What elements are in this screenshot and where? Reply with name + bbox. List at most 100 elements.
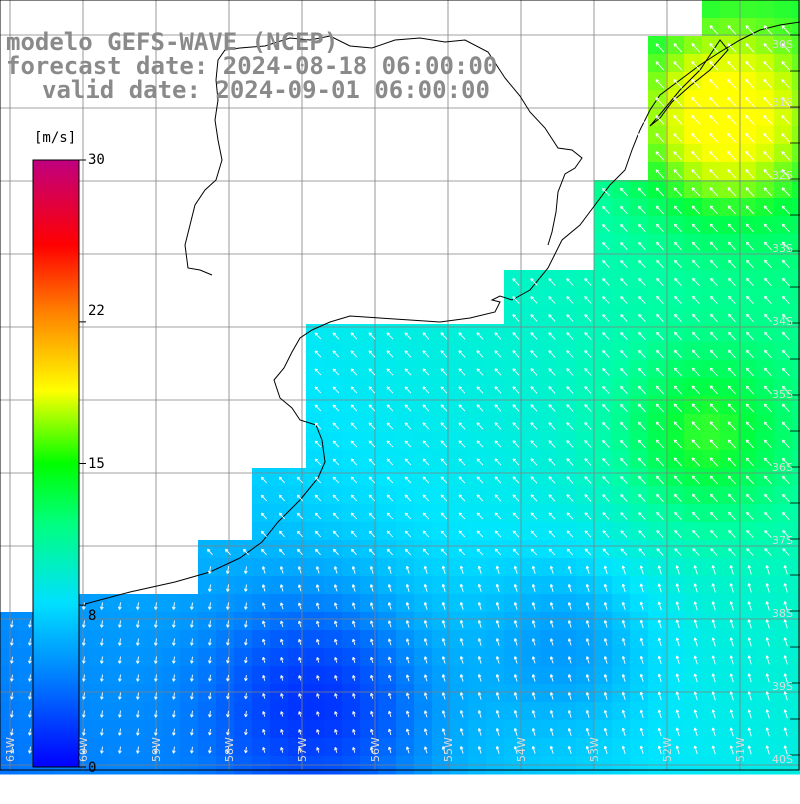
wind-arrow: [314, 530, 322, 538]
wind-arrow: [512, 314, 520, 322]
wind-arrow: [656, 295, 664, 305]
wind-arrow: [117, 656, 122, 664]
wind-arrow: [729, 655, 734, 665]
wind-arrow: [316, 711, 320, 717]
wind-arrow: [566, 422, 574, 430]
field-cell: [792, 486, 800, 505]
field-cell: [522, 576, 541, 595]
wind-arrow: [709, 78, 719, 90]
wind-arrow: [404, 530, 412, 538]
longitude-label: 58W: [223, 737, 236, 762]
field-cell: [450, 630, 469, 649]
wind-arrow: [566, 548, 574, 556]
wind-arrow: [261, 602, 266, 610]
wind-arrow: [727, 403, 737, 413]
wind-arrow: [350, 332, 358, 340]
wind-arrow: [765, 691, 770, 701]
wind-arrow: [368, 440, 376, 448]
field-cell: [108, 594, 127, 613]
field-cell: [630, 576, 649, 595]
wind-arrow: [441, 746, 446, 754]
field-cell: [558, 738, 577, 757]
field-cell: [504, 738, 523, 757]
wind-arrow: [729, 565, 734, 575]
wind-arrow: [262, 728, 266, 735]
field-cell: [432, 594, 451, 613]
wind-arrow: [727, 132, 737, 144]
field-cell: [180, 720, 199, 739]
wind-arrow: [692, 295, 700, 305]
field-cell: [234, 684, 253, 703]
colorbar-tick-15: 15: [88, 456, 105, 472]
wind-arrow: [655, 457, 665, 467]
wind-arrow: [729, 583, 734, 593]
wind-arrow: [208, 746, 212, 754]
wind-arrow: [423, 602, 428, 610]
field-cell: [414, 612, 433, 631]
field-cell: [558, 558, 577, 577]
wind-arrow: [693, 727, 698, 737]
wind-arrow: [368, 494, 376, 502]
wind-arrow: [584, 278, 592, 286]
wind-arrow: [423, 638, 428, 646]
wind-arrow: [566, 476, 574, 484]
field-cell: [108, 684, 127, 703]
field-cell: [414, 738, 433, 757]
wind-arrow: [279, 584, 284, 592]
wind-arrow: [673, 349, 682, 359]
field-cell: [198, 594, 217, 613]
wind-arrow: [745, 457, 755, 467]
field-cell: [468, 630, 487, 649]
field-cell: [792, 90, 800, 109]
wind-arrow: [404, 422, 412, 430]
wind-arrow: [602, 187, 610, 197]
field-cell: [666, 576, 685, 595]
wind-arrow: [781, 151, 791, 161]
wind-arrow: [709, 205, 719, 215]
wind-arrow: [637, 421, 646, 431]
field-cell: [18, 666, 37, 685]
wind-arrow: [298, 656, 302, 663]
field-cell: [738, 0, 757, 19]
wind-arrow: [441, 565, 446, 575]
field-cell: [738, 576, 757, 595]
wind-arrow: [494, 386, 502, 394]
wind-arrow: [691, 223, 701, 233]
field-cell: [702, 738, 721, 757]
wind-arrow: [422, 512, 430, 520]
wind-arrow: [693, 655, 698, 665]
field-cell: [774, 558, 793, 577]
wind-arrow: [566, 440, 574, 448]
wind-arrow: [602, 259, 610, 268]
wind-arrow: [709, 187, 719, 197]
wind-arrow: [476, 476, 484, 484]
field-cell: [720, 738, 739, 757]
field-cell: [18, 630, 37, 649]
wind-arrow: [602, 223, 610, 232]
wind-arrow: [745, 241, 754, 251]
wind-arrow: [691, 187, 701, 197]
field-cell: [396, 558, 415, 577]
colorbar-unit: [m/s]: [34, 130, 77, 146]
wind-arrow: [584, 548, 592, 556]
wind-arrow: [423, 656, 428, 664]
field-cell: [468, 684, 487, 703]
field-cell: [198, 720, 217, 739]
wind-arrow: [567, 620, 572, 628]
field-cell: [90, 720, 109, 739]
wind-arrow: [710, 511, 718, 521]
field-cell: [522, 702, 541, 721]
field-cell: [792, 648, 800, 667]
field-cell: [504, 630, 523, 649]
field-cell: [216, 666, 235, 685]
field-cell: [270, 684, 289, 703]
wind-arrow: [673, 385, 683, 395]
wind-arrow: [28, 692, 32, 700]
field-cell: [216, 558, 235, 577]
wind-arrow: [459, 583, 464, 592]
wind-arrow: [745, 439, 755, 449]
wind-arrow: [548, 422, 556, 430]
wind-arrow: [620, 421, 628, 431]
field-cell: [306, 594, 325, 613]
wind-arrow: [621, 583, 626, 593]
